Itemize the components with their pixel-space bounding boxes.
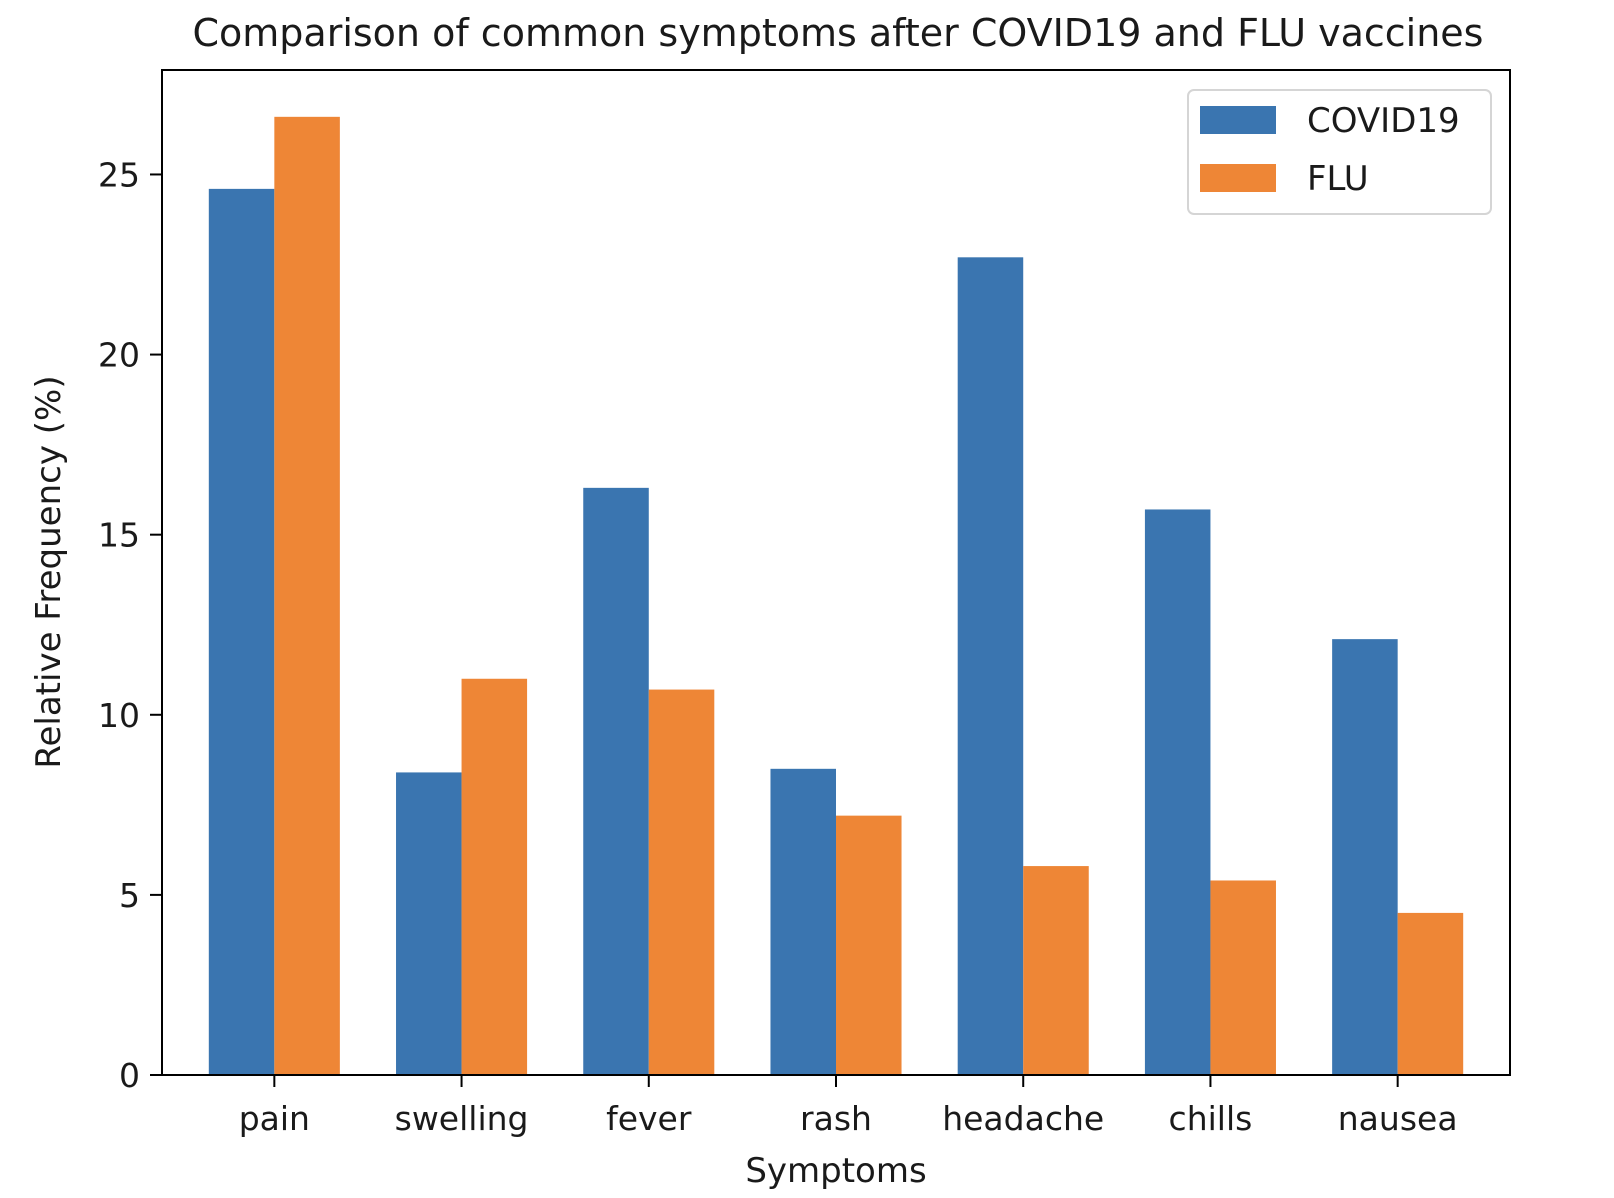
y-tick-label: 0 — [119, 1056, 140, 1095]
bar-covid19-fever — [583, 487, 649, 1075]
y-tick-label: 20 — [98, 336, 140, 375]
chart-title: Comparison of common symptoms after COVI… — [193, 11, 1484, 55]
bar-flu-nausea — [1397, 912, 1464, 1075]
bar-flu-fever — [648, 689, 715, 1075]
y-axis-label: Relative Frequency (%) — [29, 375, 69, 768]
legend-label-flu: FLU — [1307, 159, 1369, 199]
bar-covid19-swelling — [396, 772, 462, 1075]
x-tick-label-headache: headache — [942, 1099, 1104, 1138]
bar-flu-pain — [274, 116, 340, 1076]
x-tick-label-swelling: swelling — [395, 1099, 529, 1138]
bar-flu-chills — [1210, 880, 1276, 1075]
bar-covid19-nausea — [1332, 639, 1398, 1075]
bars-layer — [208, 116, 1464, 1076]
plot-frame — [161, 69, 1511, 1076]
legend: COVID19 FLU — [1187, 89, 1492, 215]
legend-swatch-covid19 — [1200, 106, 1276, 134]
bar-covid19-chills — [1144, 509, 1211, 1075]
x-tick-label-chills: chills — [1169, 1099, 1253, 1138]
y-tick-label: 25 — [98, 155, 140, 194]
x-tick-label-rash: rash — [800, 1099, 872, 1138]
x-tick-label-pain: pain — [239, 1099, 310, 1138]
legend-label-covid19: COVID19 — [1307, 101, 1460, 141]
bar-covid19-headache — [957, 257, 1024, 1075]
bar-covid19-rash — [770, 768, 836, 1075]
x-axis-label: Symptoms — [745, 1151, 926, 1191]
bar-flu-rash — [836, 815, 902, 1075]
bar-flu-headache — [1023, 866, 1089, 1075]
x-tick-label-fever: fever — [606, 1099, 692, 1138]
y-tick-label: 15 — [98, 516, 140, 555]
x-axis: pain swelling fever rash headache chills nause… — [239, 1075, 1458, 1138]
bar-flu-swelling — [461, 678, 528, 1075]
y-tick-label: 10 — [98, 696, 140, 735]
bar-covid19-pain — [208, 188, 275, 1075]
legend-swatch-flu — [1200, 164, 1276, 192]
x-tick-label-nausea: nausea — [1338, 1099, 1458, 1138]
y-tick-label: 5 — [119, 876, 140, 915]
y-axis: 0 5 10 15 20 25 — [98, 155, 162, 1095]
